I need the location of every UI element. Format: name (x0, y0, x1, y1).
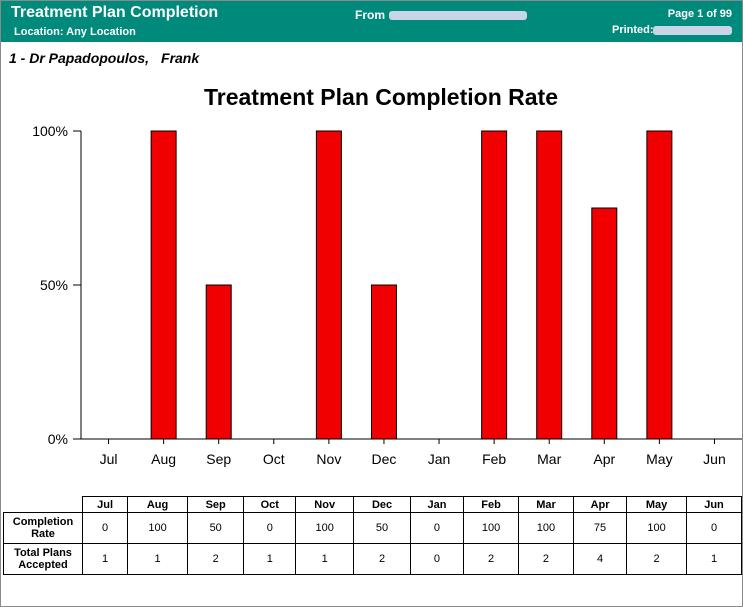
table-col-header: Nov (295, 496, 355, 513)
table-cell: 0 (686, 512, 742, 544)
table-cell: 50 (186, 512, 245, 544)
table-col-header: Sep (186, 496, 245, 513)
y-tick-label: 100% (32, 123, 68, 139)
provider-name: 1 - Dr Papadopoulos, Frank (9, 50, 199, 66)
table-cell: 100 (295, 512, 355, 544)
report-header: Treatment Plan Completion Location: Any … (1, 1, 742, 42)
table-col-header: Feb (463, 496, 520, 513)
printed-date-redacted (653, 26, 732, 35)
table-col-header: Jan (409, 496, 465, 513)
bar-aug (150, 130, 177, 440)
table-col-header: May (626, 496, 687, 513)
bar-apr (591, 207, 618, 440)
table-cell: 2 (626, 543, 687, 575)
table-cell: 75 (572, 512, 628, 544)
row-label-completion-rate: Completion Rate (3, 512, 83, 544)
table-col-header: Oct (243, 496, 297, 513)
data-table: Jul Aug Sep Oct Nov Dec Jan Feb Mar Apr May Jun Com… (3, 496, 742, 575)
table-cell: 2 (353, 543, 411, 575)
table-cell: 1 (295, 543, 355, 575)
table-col-header: Jun (686, 496, 742, 513)
table-col-header: Apr (572, 496, 628, 513)
x-tick-label: May (646, 451, 672, 467)
x-tick-label: Jul (100, 451, 118, 467)
location-label: Location: Any Location (14, 26, 136, 38)
table-col-header: Jul (81, 496, 129, 513)
table-cell: 0 (409, 543, 465, 575)
x-tick-label: Jun (703, 451, 726, 467)
from-label: From (355, 8, 385, 22)
table-cell: 100 (463, 512, 520, 544)
table-cell: 1 (686, 543, 742, 575)
table-cell: 2 (518, 543, 574, 575)
x-tick-label: Oct (263, 451, 285, 467)
table-cell: 0 (409, 512, 465, 544)
bar-feb (481, 130, 508, 440)
row-label-total-plans: Total Plans Accepted (3, 543, 83, 575)
page-indicator: Page 1 of 99 (667, 8, 732, 20)
y-tick-label: 50% (40, 277, 68, 293)
table-col-header: Mar (518, 496, 574, 513)
table-cell: 0 (81, 512, 129, 544)
chart-title: Treatment Plan Completion Rate (203, 84, 558, 110)
x-tick-label: Feb (482, 451, 506, 467)
x-tick-label: Apr (593, 451, 615, 467)
provider-name-first: 1 - Dr Papadopoulos, (9, 50, 150, 66)
table-cell: 50 (353, 512, 411, 544)
bar-may (646, 130, 673, 440)
bar-nov (315, 130, 342, 440)
x-tick-label: Mar (537, 451, 561, 467)
x-tick-label: Sep (206, 451, 231, 467)
table-col-header: Aug (127, 496, 188, 513)
date-range-redacted (389, 11, 527, 20)
table-cell: 100 (626, 512, 687, 544)
table-header-row: Jul Aug Sep Oct Nov Dec Jan Feb Mar Apr May Jun (3, 496, 742, 513)
x-tick-label: Aug (151, 451, 176, 467)
y-tick-label: 0% (48, 431, 68, 447)
table-cell: 1 (127, 543, 188, 575)
x-tick-label: Jan (428, 451, 451, 467)
table-cell: 1 (81, 543, 129, 575)
bar-sep (205, 284, 232, 440)
table-cell: 2 (186, 543, 245, 575)
bar-dec (370, 284, 397, 440)
table-cell: 1 (243, 543, 297, 575)
table-cell: 0 (243, 512, 297, 544)
report-title: Treatment Plan Completion (11, 4, 219, 21)
table-row-completion-rate: Completion Rate 0 100 50 0 100 50 0 100 100 75 100… (3, 512, 742, 544)
printed-label: Printed: (612, 24, 654, 36)
table-cell: 4 (572, 543, 628, 575)
x-tick-label: Dec (372, 451, 397, 467)
x-tick-label: Nov (316, 451, 341, 467)
provider-name-second: Frank (161, 50, 200, 66)
completion-rate-chart: 0% 50% 100% Jul Aug Sep Oct Nov Dec Jan Feb Mar Apr M… (32, 123, 742, 467)
table-cell: 2 (463, 543, 520, 575)
table-corner (3, 496, 83, 513)
bar-mar (536, 130, 563, 440)
table-col-header: Dec (353, 496, 411, 513)
table-cell: 100 (127, 512, 188, 544)
table-cell: 100 (518, 512, 574, 544)
